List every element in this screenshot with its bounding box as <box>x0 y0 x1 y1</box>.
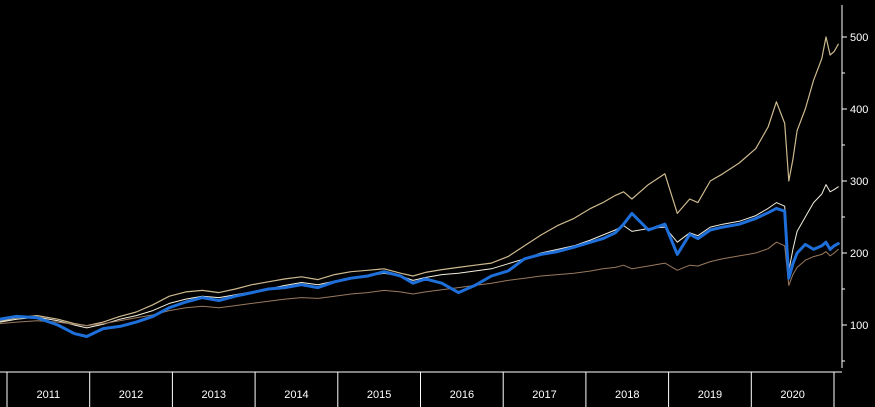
series-line-4 <box>0 206 840 338</box>
x-axis: 2011 2012 2013 2014 2015 2016 2017 2018 2019 2020 <box>0 371 842 407</box>
y-tick-label: 500 <box>850 32 868 44</box>
x-tick-label: 2018 <box>615 389 639 401</box>
series-layer <box>0 36 840 338</box>
series-line-3 <box>0 241 839 327</box>
y-tick-label: 100 <box>850 320 868 332</box>
y-tick-label: 300 <box>850 176 868 188</box>
series-line-2 <box>0 184 839 329</box>
y-tick-label: 400 <box>850 104 868 116</box>
y-tick-label: 200 <box>850 248 868 260</box>
x-tick-label: 2011 <box>37 389 61 401</box>
series-line-1 <box>0 36 839 327</box>
x-tick-label: 2013 <box>202 389 226 401</box>
x-tick-label: 2020 <box>780 389 804 401</box>
x-tick-label: 2015 <box>367 389 391 401</box>
x-tick-label: 2016 <box>450 389 474 401</box>
x-tick-label: 2017 <box>532 389 556 401</box>
x-tick-label: 2019 <box>698 389 722 401</box>
y-axis: 100 200 300 400 500 <box>841 5 868 368</box>
x-tick-label: 2014 <box>284 389 308 401</box>
x-tick-label: 2012 <box>119 389 143 401</box>
